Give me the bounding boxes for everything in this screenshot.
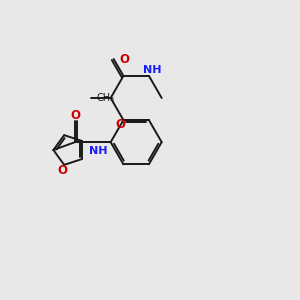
Text: NH: NH: [143, 65, 161, 75]
Text: O: O: [57, 164, 67, 177]
Text: O: O: [119, 52, 129, 65]
Text: CH₃: CH₃: [97, 93, 115, 103]
Text: NH: NH: [89, 146, 108, 156]
Text: O: O: [116, 118, 126, 131]
Text: O: O: [70, 109, 80, 122]
